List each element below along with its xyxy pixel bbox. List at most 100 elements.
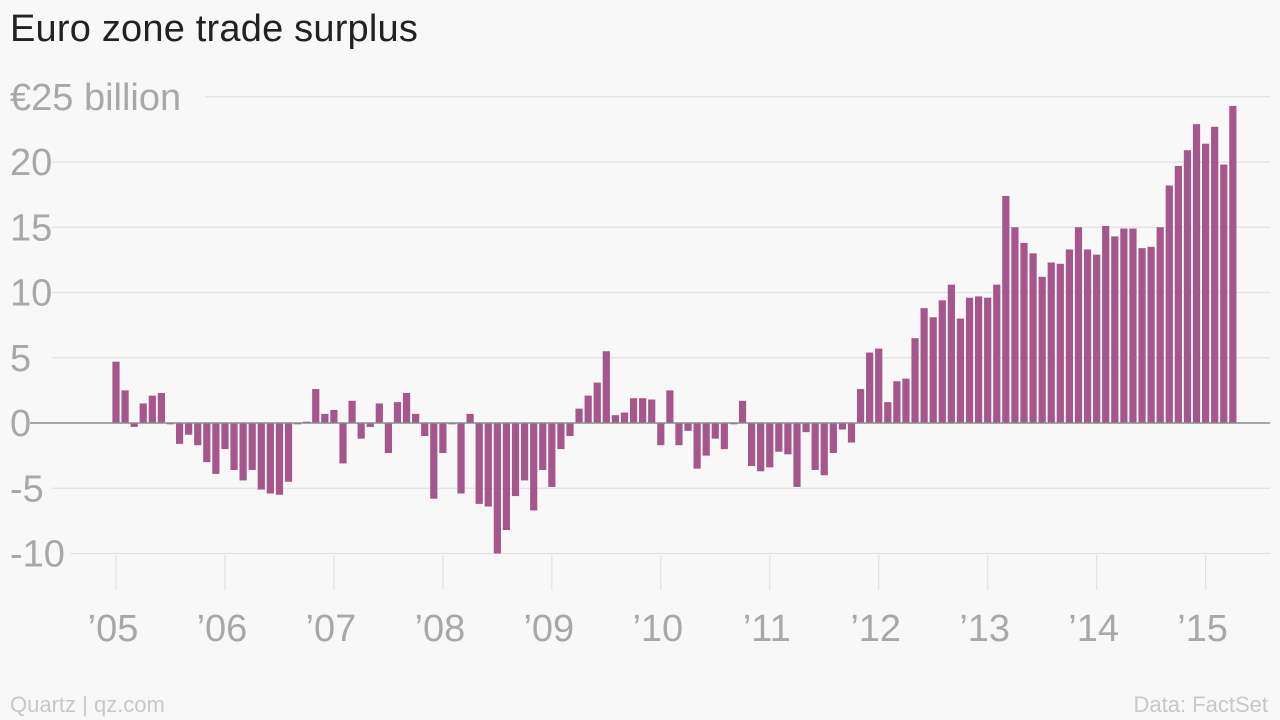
- bar-28: [366, 423, 374, 427]
- x-tick-label-2014: ’14: [1068, 608, 1119, 650]
- bar-85: [884, 402, 892, 423]
- bar-23: [321, 413, 329, 423]
- bar-94: [965, 297, 974, 423]
- bar-35: [430, 423, 438, 499]
- bar-123: [1229, 105, 1237, 423]
- data-source: Data: FactSet: [1133, 692, 1268, 717]
- bar-62: [675, 423, 683, 446]
- bar-56: [620, 412, 629, 423]
- bar-81: [847, 423, 856, 443]
- bar-113: [1138, 248, 1146, 423]
- bar-80: [838, 423, 846, 430]
- bar-75: [793, 423, 801, 487]
- bar-112: [1129, 228, 1137, 423]
- bar-5: [157, 392, 165, 423]
- bar-60: [657, 423, 665, 446]
- bar-78: [820, 423, 828, 476]
- bar-107: [1083, 249, 1092, 423]
- bar-79: [829, 423, 837, 454]
- bar-53: [593, 382, 601, 423]
- bar-17: [266, 423, 274, 494]
- bar-19: [284, 423, 293, 482]
- bar-102: [1038, 276, 1046, 423]
- bar-82: [856, 389, 865, 423]
- bar-32: [402, 392, 411, 423]
- bar-84: [875, 348, 883, 423]
- bar-95: [975, 296, 983, 423]
- bar-24: [330, 409, 338, 423]
- bar-25: [339, 423, 347, 464]
- bar-92: [947, 284, 955, 423]
- bar-119: [1192, 124, 1201, 423]
- bar-104: [1056, 263, 1064, 423]
- bar-1: [121, 390, 129, 424]
- bar-46: [530, 423, 538, 511]
- bar-90: [929, 317, 937, 423]
- bar-65: [702, 423, 710, 456]
- bar-26: [348, 400, 356, 423]
- bar-91: [938, 300, 946, 423]
- x-tick-label-2006: ’06: [197, 608, 248, 650]
- bar-116: [1165, 185, 1173, 423]
- x-axis-labels: ’05 ’06 ’07 ’08 ’09 ’10 ’11 ’12 ’13 ’14 ’15: [88, 608, 1228, 650]
- bar-97: [993, 284, 1001, 423]
- y-tick-label-5: 5: [10, 338, 31, 380]
- bar-13: [230, 423, 238, 470]
- bar-49: [557, 423, 565, 450]
- x-tick-label-2010: ’10: [632, 608, 683, 650]
- bar-10: [203, 423, 211, 463]
- bar-44: [511, 423, 520, 497]
- bar-11: [212, 423, 220, 474]
- bar-74: [784, 423, 792, 455]
- bar-121: [1211, 126, 1219, 423]
- bar-43: [502, 423, 511, 531]
- bar-101: [1029, 253, 1037, 423]
- bar-67: [720, 423, 728, 450]
- bar-2: [130, 423, 138, 427]
- bar-38: [457, 423, 465, 494]
- bar-54: [602, 351, 610, 423]
- bar-86: [893, 381, 901, 423]
- bar-98: [1002, 195, 1010, 423]
- y-tick-label-15: 15: [10, 207, 52, 249]
- bar-64: [693, 423, 701, 469]
- bar-73: [775, 423, 783, 452]
- bar-96: [984, 297, 992, 423]
- bar-58: [639, 398, 647, 423]
- bar-30: [384, 423, 392, 454]
- bar-9: [194, 423, 202, 446]
- bar-111: [1120, 228, 1128, 423]
- bar-34: [421, 423, 429, 437]
- bar-71: [757, 423, 765, 472]
- bar-50: [566, 423, 574, 437]
- bar-115: [1156, 227, 1164, 423]
- bar-87: [902, 378, 910, 423]
- bar-83: [866, 352, 874, 423]
- bar-72: [766, 423, 774, 468]
- grid-lines: [52, 96, 1270, 555]
- bar-117: [1174, 165, 1182, 424]
- bar-77: [811, 423, 819, 470]
- bar-51: [575, 408, 583, 423]
- y-tick-label-0: 0: [10, 403, 31, 445]
- x-tick-label-2011: ’11: [743, 608, 791, 650]
- bar-89: [920, 308, 928, 423]
- bar-47: [539, 423, 547, 470]
- bar-12: [221, 423, 229, 450]
- x-tick-label-2007: ’07: [306, 608, 357, 650]
- bar-8: [185, 423, 193, 435]
- bar-40: [475, 423, 483, 504]
- x-tick-label-2012: ’12: [850, 608, 901, 650]
- bar-69: [738, 400, 747, 423]
- bar-3: [139, 403, 147, 423]
- bar-16: [257, 423, 265, 490]
- bar-42: [493, 423, 501, 554]
- bar-48: [548, 423, 556, 487]
- x-tick-label-2015: ’15: [1177, 608, 1228, 650]
- bar-118: [1183, 150, 1192, 423]
- bar-100: [1020, 242, 1028, 423]
- bar-99: [1011, 227, 1019, 423]
- bar-63: [684, 423, 692, 431]
- bar-series: [112, 105, 1237, 554]
- bar-27: [357, 423, 365, 439]
